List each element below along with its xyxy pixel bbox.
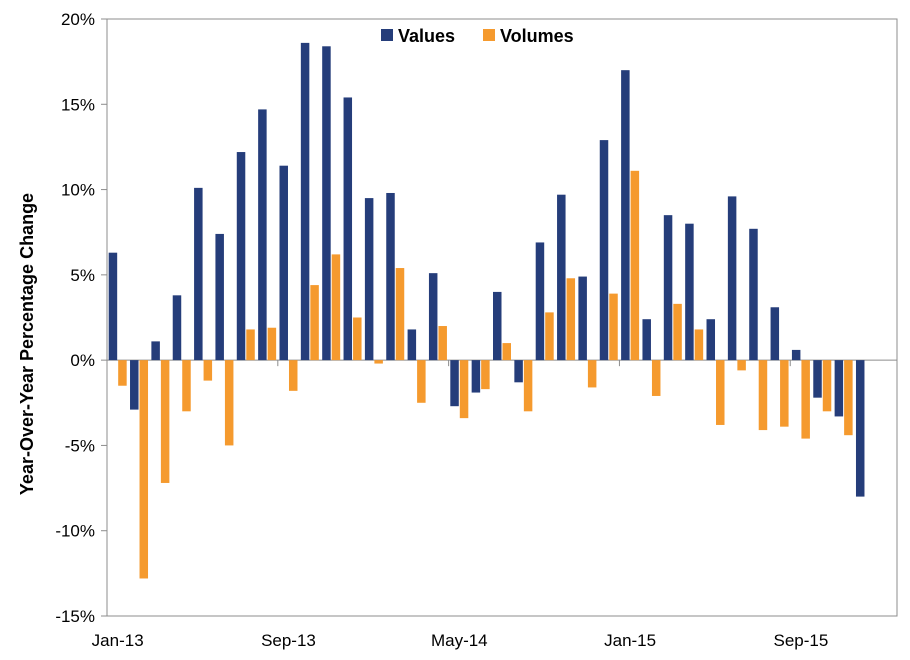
bar-volumes-aug-14 <box>523 360 533 412</box>
bar-volumes-feb-13 <box>139 360 149 579</box>
bar-volumes-jun-15 <box>737 360 746 371</box>
bar-volumes-jan-15 <box>630 170 640 361</box>
bar-volumes-mar-15 <box>673 303 682 361</box>
bar-volumes-mar-13 <box>160 360 170 483</box>
bar-volumes-jul-15 <box>758 360 768 431</box>
bar-volumes-may-14 <box>459 360 469 419</box>
chart-bars <box>108 42 865 579</box>
bar-values-jun-13 <box>215 233 224 361</box>
y-axis-label: Year-Over-Year Percentage Change <box>17 193 37 495</box>
bar-values-jun-14 <box>471 360 481 393</box>
bar-volumes-oct-13 <box>310 285 319 361</box>
bar-values-sep-13 <box>279 165 288 361</box>
y-tick-label: 20% <box>61 10 95 29</box>
bar-volumes-jul-14 <box>502 343 511 361</box>
bar-volumes-apr-15 <box>694 329 704 361</box>
bar-values-aug-13 <box>258 109 267 361</box>
bar-values-sep-14 <box>535 242 545 361</box>
bar-values-nov-15 <box>834 360 844 417</box>
chart-tick-labels: -15% -10% -5% 0% 5% 10% 15% 20% Jan-13 Sep-13 May-… <box>55 10 828 650</box>
bar-values-jun-15 <box>727 196 737 361</box>
bar-values-oct-15 <box>813 360 822 398</box>
bar-volumes-dec-14 <box>609 293 618 361</box>
bar-values-dec-13 <box>343 97 353 361</box>
bar-volumes-apr-14 <box>438 326 447 361</box>
bar-volumes-sep-15 <box>801 360 810 439</box>
bar-volumes-feb-14 <box>395 268 405 361</box>
bar-volumes-dec-13 <box>353 317 362 361</box>
bar-values-jul-15 <box>749 228 758 361</box>
bar-values-sep-15 <box>791 349 801 361</box>
legend-swatch-values <box>381 29 393 41</box>
bar-values-jan-14 <box>364 198 374 361</box>
bar-values-jul-13 <box>236 152 246 361</box>
legend-swatch-volumes <box>483 29 495 41</box>
bar-values-may-14 <box>450 360 459 407</box>
bar-values-mar-15 <box>663 215 673 361</box>
bar-values-dec-14 <box>599 140 609 361</box>
bar-volumes-jun-13 <box>224 360 234 446</box>
y-tick-label: -5% <box>65 436 95 455</box>
bar-volumes-oct-14 <box>566 278 576 361</box>
bar-volumes-jan-14 <box>374 360 383 364</box>
bar-volumes-nov-14 <box>587 360 597 388</box>
bar-volumes-jan-13 <box>118 360 127 386</box>
y-tick-label: 5% <box>70 266 95 285</box>
bar-values-apr-13 <box>172 295 182 361</box>
bar-values-may-13 <box>194 187 203 361</box>
plot-border <box>106 18 898 617</box>
chart-legend: Values Volumes <box>381 26 574 46</box>
bar-volumes-nov-15 <box>844 360 853 436</box>
bar-values-jan-15 <box>621 70 630 361</box>
bar-values-oct-14 <box>557 194 566 361</box>
bar-values-dec-15 <box>855 360 865 497</box>
bar-volumes-may-13 <box>203 360 213 381</box>
y-tick-label: -10% <box>55 522 95 541</box>
x-tick-label: Jan-15 <box>604 631 656 650</box>
x-tick-label: Sep-13 <box>261 631 316 650</box>
y-tick-label: -15% <box>55 607 95 626</box>
x-tick-label: Sep-15 <box>774 631 829 650</box>
bar-volumes-aug-15 <box>780 360 789 427</box>
bar-volumes-sep-14 <box>545 312 554 361</box>
bar-volumes-may-15 <box>716 360 725 425</box>
y-tick-label: 15% <box>61 95 95 114</box>
bar-values-nov-14 <box>578 276 587 361</box>
bar-volumes-aug-13 <box>267 327 277 361</box>
bar-values-oct-13 <box>300 42 310 361</box>
bar-values-mar-14 <box>407 329 417 361</box>
legend-label-volumes: Volumes <box>500 26 574 46</box>
y-tick-label: 0% <box>70 351 95 370</box>
y-tick-label: 10% <box>61 181 95 200</box>
bar-values-aug-15 <box>770 307 780 361</box>
bar-values-apr-15 <box>685 223 694 361</box>
bar-values-nov-13 <box>322 46 331 361</box>
x-tick-label: May-14 <box>431 631 488 650</box>
bar-values-aug-14 <box>514 360 523 383</box>
bar-values-jan-13 <box>108 252 118 361</box>
bar-volumes-sep-13 <box>288 360 298 391</box>
bar-values-may-15 <box>706 319 716 361</box>
bar-volumes-jul-13 <box>246 329 255 361</box>
bar-volumes-mar-14 <box>417 360 426 403</box>
bar-values-apr-14 <box>428 273 438 361</box>
x-tick-label: Jan-13 <box>92 631 144 650</box>
bar-values-mar-13 <box>151 341 160 361</box>
bar-volumes-oct-15 <box>822 360 832 412</box>
bar-values-feb-13 <box>130 360 139 410</box>
bar-values-jul-14 <box>493 291 502 361</box>
legend-label-values: Values <box>398 26 455 46</box>
bar-volumes-apr-13 <box>182 360 191 412</box>
bar-values-feb-14 <box>386 192 395 361</box>
bar-values-feb-15 <box>642 319 651 361</box>
bar-volumes-feb-15 <box>651 360 661 396</box>
bar-volumes-nov-13 <box>331 254 341 361</box>
bar-volumes-jun-14 <box>481 360 490 390</box>
